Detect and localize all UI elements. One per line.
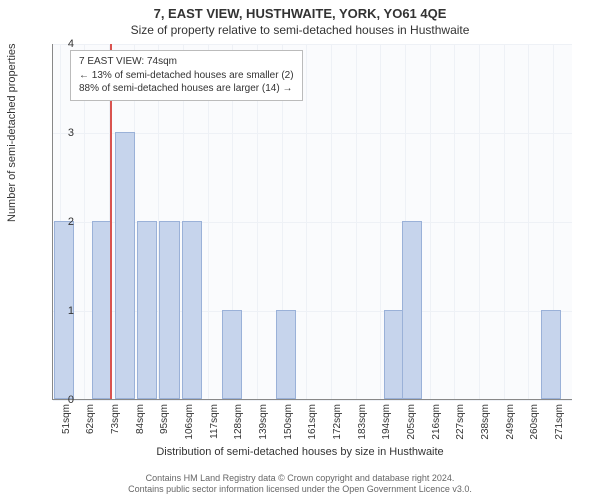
gridline-v <box>306 44 307 399</box>
x-tick-label: 139sqm <box>258 404 269 454</box>
gridline-v <box>356 44 357 399</box>
x-tick-label: 161sqm <box>307 404 318 454</box>
property-annotation: 7 EAST VIEW: 74sqm ← 13% of semi-detache… <box>70 50 303 101</box>
gridline-v <box>454 44 455 399</box>
x-tick-label: 194sqm <box>381 404 392 454</box>
x-tick-label: 205sqm <box>406 404 417 454</box>
y-tick-label: 2 <box>54 216 74 228</box>
histogram-bar <box>182 221 202 399</box>
chart-title: 7, EAST VIEW, HUSTHWAITE, YORK, YO61 4QE <box>0 0 600 21</box>
x-tick-label: 249sqm <box>505 404 516 454</box>
x-tick-label: 271sqm <box>554 404 565 454</box>
gridline-v <box>504 44 505 399</box>
y-tick-label: 1 <box>54 305 74 317</box>
y-tick-label: 4 <box>54 38 74 50</box>
x-tick-label: 260sqm <box>529 404 540 454</box>
x-tick-label: 216sqm <box>431 404 442 454</box>
histogram-bar <box>276 310 296 399</box>
annotation-line-1: 7 EAST VIEW: 74sqm <box>79 55 294 69</box>
footer-line-1: Contains HM Land Registry data © Crown c… <box>0 473 600 485</box>
annotation-line-3: 88% of semi-detached houses are larger (… <box>79 82 294 96</box>
x-tick-label: 73sqm <box>110 404 121 454</box>
histogram-bar <box>222 310 242 399</box>
histogram-bar <box>159 221 179 399</box>
gridline-v <box>430 44 431 399</box>
gridline-v <box>380 44 381 399</box>
chart-subtitle: Size of property relative to semi-detach… <box>0 21 600 41</box>
x-tick-label: 183sqm <box>357 404 368 454</box>
histogram-bar <box>115 132 135 399</box>
gridline-h <box>53 400 572 401</box>
footer-line-2: Contains public sector information licen… <box>0 484 600 496</box>
x-tick-label: 84sqm <box>135 404 146 454</box>
x-tick-label: 117sqm <box>209 404 220 454</box>
x-tick-label: 227sqm <box>455 404 466 454</box>
gridline-h <box>53 44 572 45</box>
x-tick-label: 62sqm <box>85 404 96 454</box>
gridline-v <box>479 44 480 399</box>
x-tick-label: 95sqm <box>159 404 170 454</box>
gridline-v <box>528 44 529 399</box>
histogram-bar <box>402 221 422 399</box>
x-tick-label: 51sqm <box>61 404 72 454</box>
x-tick-label: 150sqm <box>283 404 294 454</box>
histogram-bar <box>541 310 561 399</box>
y-tick-label: 3 <box>54 127 74 139</box>
y-axis-label: Number of semi-detached properties <box>6 43 18 222</box>
x-tick-label: 172sqm <box>332 404 343 454</box>
chart-footer: Contains HM Land Registry data © Crown c… <box>0 473 600 496</box>
x-tick-label: 128sqm <box>233 404 244 454</box>
x-tick-label: 106sqm <box>184 404 195 454</box>
x-tick-label: 238sqm <box>480 404 491 454</box>
gridline-v <box>331 44 332 399</box>
histogram-bar <box>137 221 157 399</box>
annotation-line-2: ← 13% of semi-detached houses are smalle… <box>79 69 294 83</box>
